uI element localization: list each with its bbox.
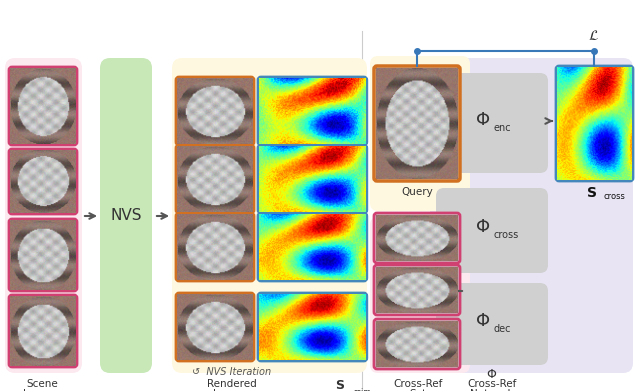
FancyBboxPatch shape <box>100 58 152 373</box>
FancyBboxPatch shape <box>258 145 367 213</box>
Text: $\mathbf{S}$: $\mathbf{S}$ <box>335 379 345 391</box>
FancyBboxPatch shape <box>258 213 367 281</box>
Text: Scene: Scene <box>26 379 58 389</box>
FancyBboxPatch shape <box>436 283 548 365</box>
Text: $\Phi$: $\Phi$ <box>476 219 491 237</box>
FancyBboxPatch shape <box>258 77 367 145</box>
FancyBboxPatch shape <box>370 56 470 211</box>
FancyBboxPatch shape <box>374 66 460 181</box>
Text: Images: Images <box>213 389 251 391</box>
Text: Network: Network <box>470 389 514 391</box>
FancyBboxPatch shape <box>436 188 548 273</box>
Text: $\Phi$: $\Phi$ <box>476 312 491 330</box>
Text: $\mathbf{S}$: $\mathbf{S}$ <box>586 186 598 200</box>
FancyBboxPatch shape <box>374 265 460 315</box>
Text: $\Phi$: $\Phi$ <box>476 111 491 129</box>
FancyBboxPatch shape <box>9 219 77 291</box>
Text: $\mathcal{L}$: $\mathcal{L}$ <box>588 29 600 43</box>
FancyBboxPatch shape <box>258 293 367 361</box>
Text: enc: enc <box>493 123 511 133</box>
FancyBboxPatch shape <box>9 67 77 145</box>
FancyBboxPatch shape <box>172 58 367 373</box>
Text: dec: dec <box>493 324 511 334</box>
Text: Set: Set <box>410 389 427 391</box>
FancyBboxPatch shape <box>374 213 460 263</box>
FancyBboxPatch shape <box>374 319 460 369</box>
FancyBboxPatch shape <box>556 66 633 181</box>
FancyBboxPatch shape <box>430 58 633 373</box>
FancyBboxPatch shape <box>9 149 77 214</box>
Text: Images: Images <box>23 389 61 391</box>
Text: $\Phi$: $\Phi$ <box>486 368 497 381</box>
Text: ↺  NVS Iteration: ↺ NVS Iteration <box>193 367 271 377</box>
FancyBboxPatch shape <box>5 58 82 373</box>
Text: Rendered: Rendered <box>207 379 257 389</box>
FancyBboxPatch shape <box>436 73 548 173</box>
Text: cross: cross <box>603 192 625 201</box>
FancyBboxPatch shape <box>176 145 254 213</box>
Text: Cross-Ref: Cross-Ref <box>467 379 516 389</box>
Text: cross: cross <box>493 231 518 240</box>
Text: ssim: ssim <box>354 388 372 391</box>
FancyBboxPatch shape <box>176 213 254 281</box>
FancyBboxPatch shape <box>176 293 254 361</box>
Text: Cross-Ref: Cross-Ref <box>394 379 443 389</box>
FancyBboxPatch shape <box>176 77 254 145</box>
FancyBboxPatch shape <box>9 295 77 367</box>
Text: NVS: NVS <box>110 208 141 224</box>
Text: Query: Query <box>401 187 433 197</box>
FancyBboxPatch shape <box>370 217 470 373</box>
